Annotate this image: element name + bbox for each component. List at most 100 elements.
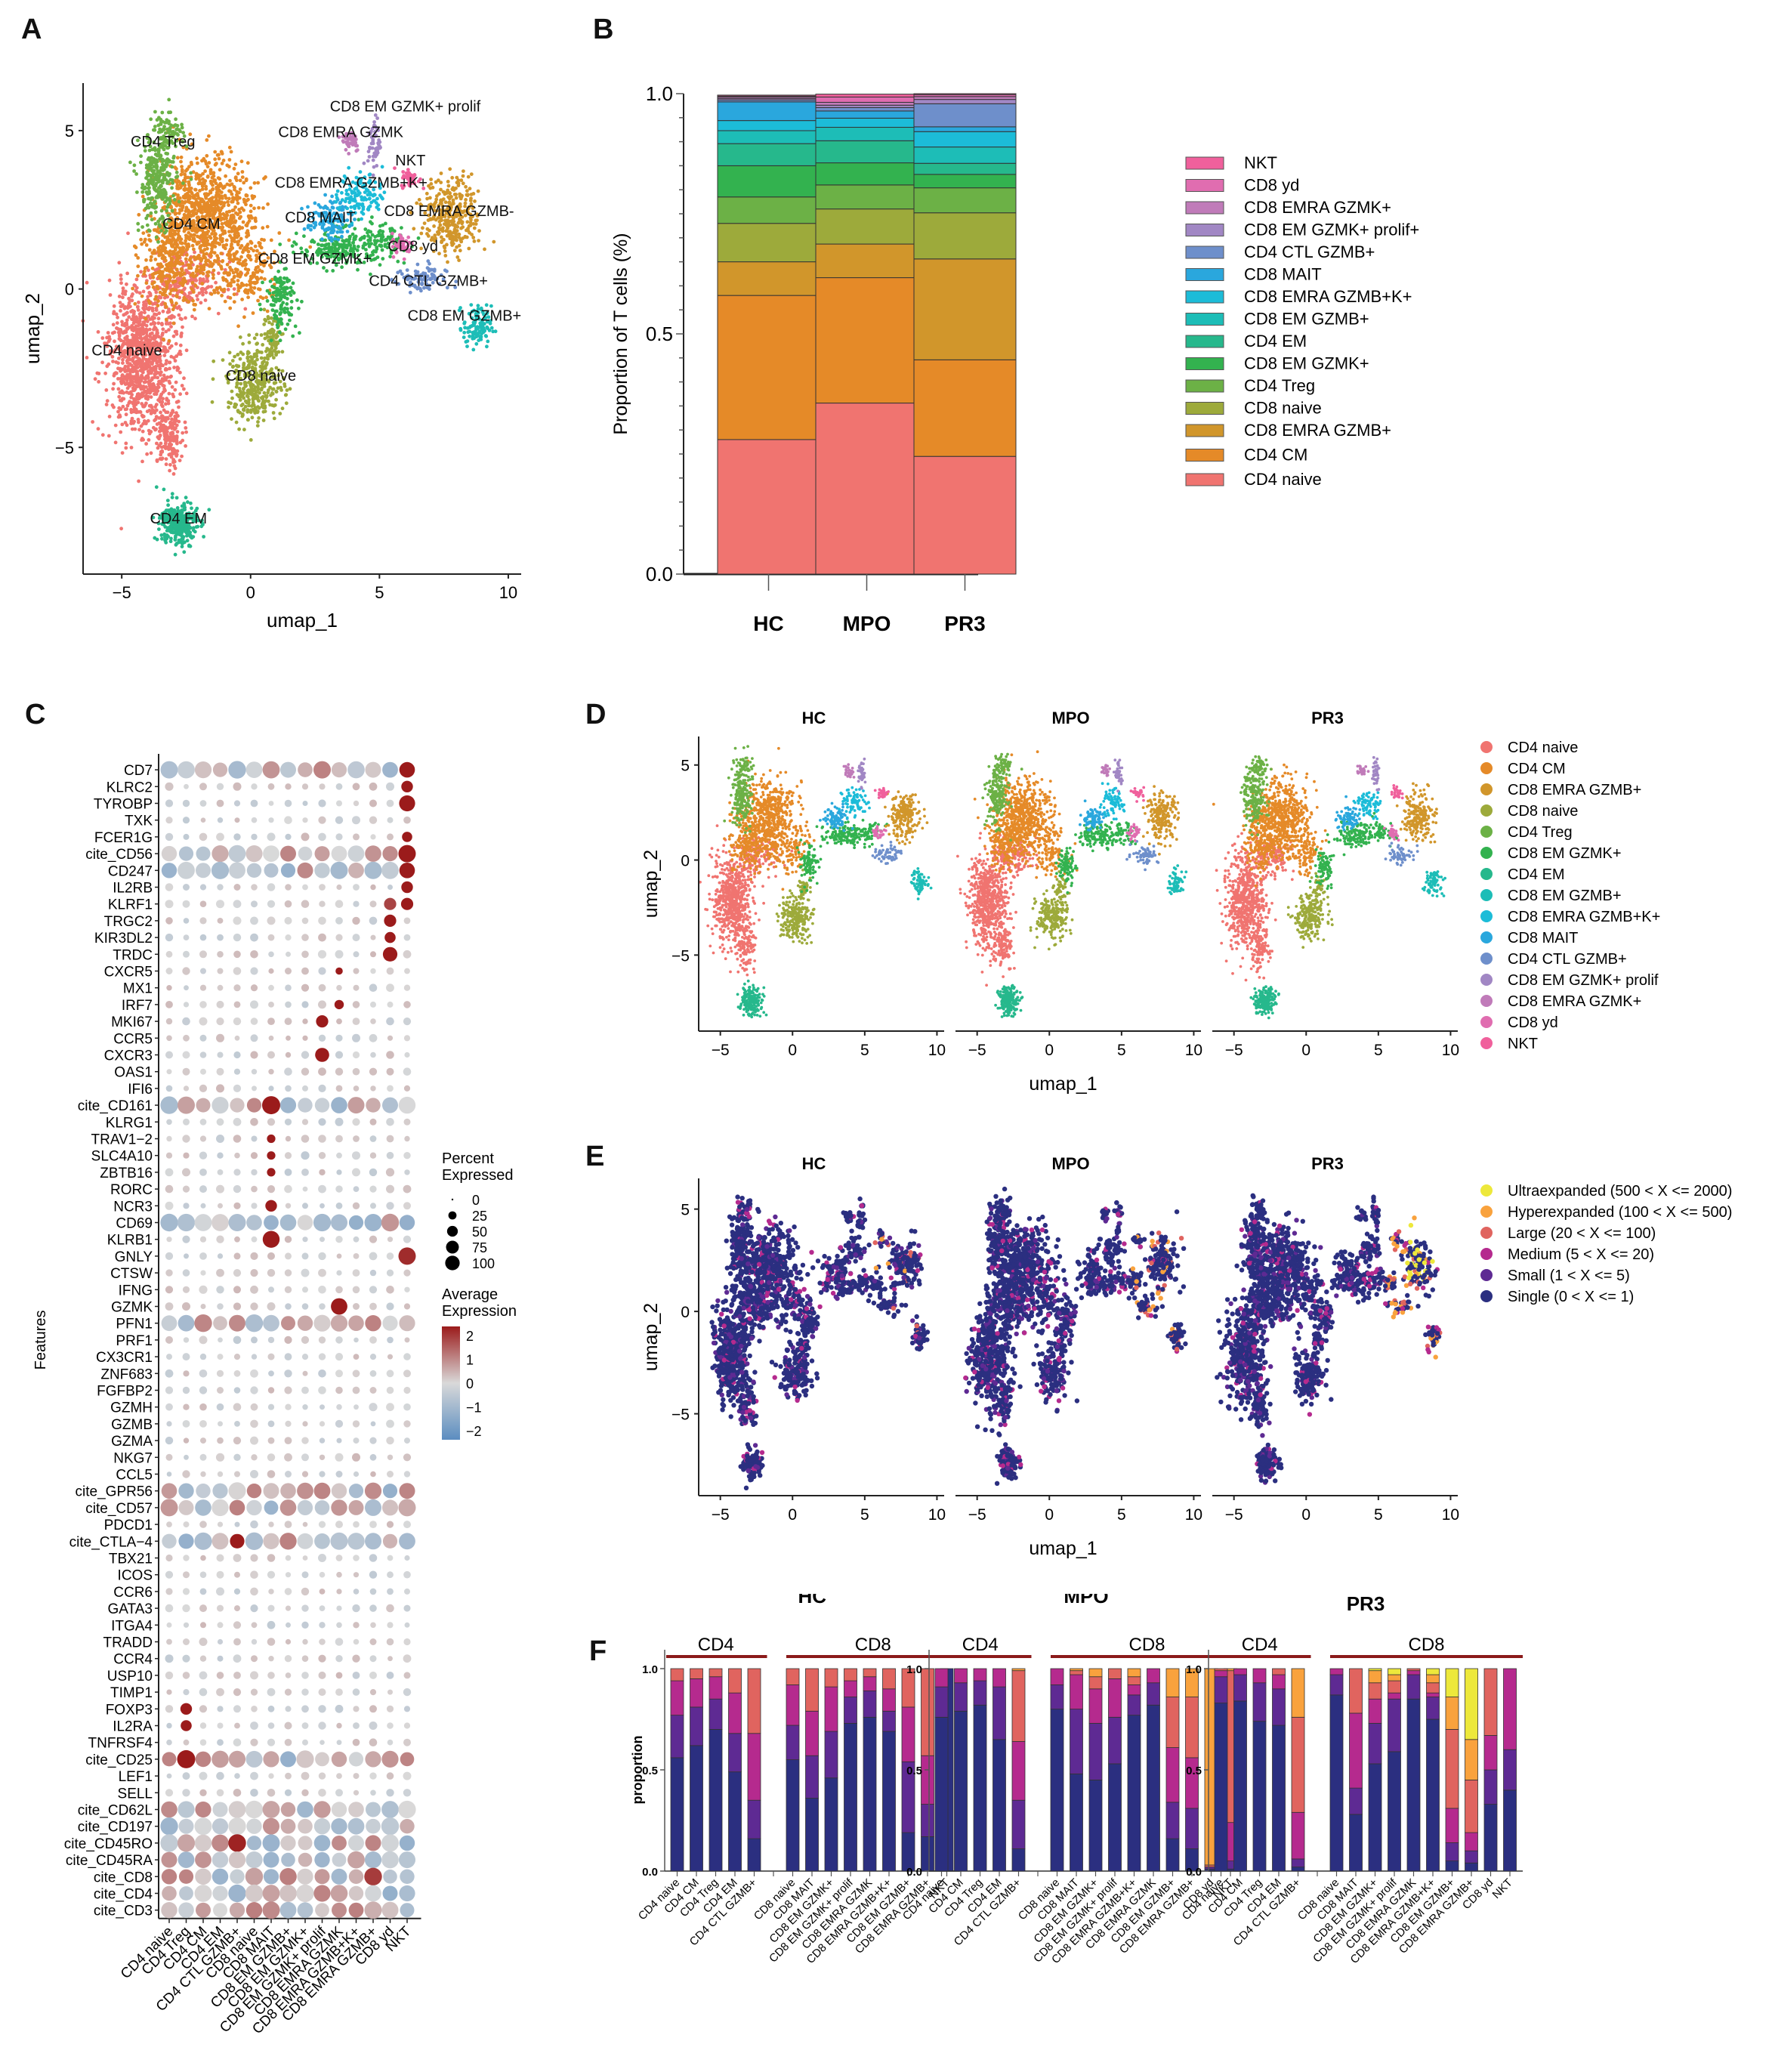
cell-point xyxy=(151,275,156,279)
cell-point xyxy=(140,415,145,419)
cell-point xyxy=(117,334,122,338)
cell-point xyxy=(238,357,242,361)
cell-point xyxy=(139,160,143,165)
cell-point xyxy=(228,247,233,252)
cell-point xyxy=(149,117,153,122)
cell-point xyxy=(326,220,330,224)
cell-point xyxy=(221,358,225,362)
cell-point xyxy=(208,171,213,176)
cell-point xyxy=(107,415,112,418)
cell-point xyxy=(269,238,273,242)
cell-point xyxy=(217,156,221,161)
cell-point xyxy=(174,416,178,421)
cell-point xyxy=(378,239,383,243)
cell-point xyxy=(175,217,180,221)
cell-point xyxy=(164,140,168,144)
cell-point xyxy=(247,403,251,408)
cell-point xyxy=(176,196,181,199)
cell-point xyxy=(289,286,293,290)
cell-point xyxy=(196,218,199,223)
cell-point xyxy=(140,183,145,187)
cell-point xyxy=(156,304,160,307)
cell-point xyxy=(131,335,135,340)
cell-point xyxy=(259,245,264,250)
cell-point xyxy=(263,336,267,341)
cell-point xyxy=(186,500,190,505)
cell-point xyxy=(294,242,298,246)
cell-point xyxy=(236,353,240,357)
cell-point xyxy=(131,421,135,425)
cell-point xyxy=(236,409,240,412)
cell-point xyxy=(115,326,119,330)
cell-point xyxy=(465,344,469,348)
cell-point xyxy=(182,376,186,381)
cell-point xyxy=(323,215,328,219)
cell-point xyxy=(254,280,258,285)
cell-point xyxy=(251,366,255,370)
cell-point xyxy=(213,157,218,162)
cell-point xyxy=(174,167,178,171)
cell-point xyxy=(245,199,249,202)
cell-point xyxy=(215,222,220,226)
cell-point xyxy=(244,177,249,181)
cell-point xyxy=(324,251,328,255)
cell-point xyxy=(142,300,146,304)
cell-point xyxy=(196,234,199,239)
cluster-cd8-naive xyxy=(210,307,292,442)
cell-point xyxy=(195,215,199,220)
cell-point xyxy=(153,160,157,165)
cell-point xyxy=(137,344,140,348)
cell-point xyxy=(202,218,205,222)
cell-point xyxy=(252,249,255,253)
cell-point xyxy=(380,236,384,239)
cell-point xyxy=(134,410,139,415)
cell-point xyxy=(130,347,134,352)
cell-point xyxy=(247,400,251,405)
cell-point xyxy=(173,279,178,283)
cell-point xyxy=(462,169,465,174)
cell-point xyxy=(227,400,230,405)
cell-point xyxy=(282,384,287,388)
cell-point xyxy=(133,365,137,369)
cell-point xyxy=(273,275,277,279)
cell-point xyxy=(190,228,194,233)
cell-point xyxy=(208,252,213,256)
cell-point xyxy=(143,149,147,153)
cell-point xyxy=(130,427,134,431)
cell-point xyxy=(459,195,464,199)
cell-point xyxy=(285,276,289,281)
cluster-cd8-mait xyxy=(300,193,357,243)
cell-point xyxy=(181,273,184,277)
cell-point xyxy=(349,205,353,209)
cell-point xyxy=(164,305,168,309)
cell-point xyxy=(178,307,183,312)
cell-point xyxy=(233,196,238,200)
cell-point xyxy=(164,161,168,165)
cell-point xyxy=(378,263,382,267)
cell-point xyxy=(172,124,177,128)
cell-point xyxy=(123,305,128,309)
cell-point xyxy=(218,215,222,219)
cell-point xyxy=(379,195,384,199)
cell-point xyxy=(335,189,340,193)
cell-point xyxy=(132,244,137,249)
cell-point xyxy=(163,525,168,529)
cell-point xyxy=(389,251,394,255)
cell-point xyxy=(171,287,175,292)
cell-point xyxy=(179,172,184,177)
cell-point xyxy=(121,357,125,362)
cell-point xyxy=(252,336,257,341)
cell-point xyxy=(128,343,132,347)
cell-point xyxy=(263,317,267,322)
cell-point xyxy=(428,283,431,288)
cell-point xyxy=(294,231,298,236)
cell-point xyxy=(159,153,163,158)
cell-point xyxy=(184,530,189,535)
cell-point xyxy=(184,257,188,261)
cell-point xyxy=(144,176,148,181)
cell-point xyxy=(261,360,265,365)
cell-point xyxy=(206,221,211,226)
cell-point xyxy=(132,320,136,325)
cell-point xyxy=(177,405,181,409)
cell-point xyxy=(247,398,251,402)
